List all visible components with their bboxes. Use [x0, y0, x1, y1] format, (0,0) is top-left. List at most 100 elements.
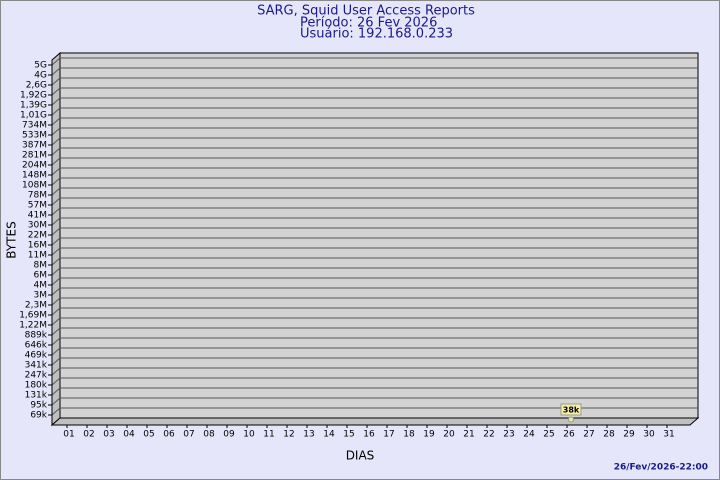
y-tick-label: 148M: [22, 171, 47, 181]
grid-line: [51, 397, 61, 406]
grid-line: [51, 327, 61, 336]
grid-line: [51, 337, 61, 346]
x-tick-label: 01: [63, 430, 74, 440]
y-tick-label: 1,22M: [19, 321, 47, 331]
y-tick-label: 95k: [30, 401, 47, 411]
x-tick-label: 21: [463, 430, 474, 440]
grid-line: [51, 137, 61, 146]
y-tick-label: 889k: [25, 331, 48, 341]
grid-line: [51, 107, 61, 116]
y-tick-label: 646k: [25, 341, 48, 351]
grid-line: [51, 257, 61, 266]
x-tick-label: 24: [523, 430, 535, 440]
y-tick-label: 204M: [22, 161, 47, 171]
y-tick-label: 247k: [25, 371, 48, 381]
grid-line: [51, 357, 61, 366]
x-tick-label: 27: [583, 430, 594, 440]
grid-line: [51, 267, 61, 276]
grid-line: [51, 377, 61, 386]
x-tick-label: 16: [363, 430, 375, 440]
x-tick-label: 09: [223, 430, 235, 440]
grid-line: [51, 157, 61, 166]
x-tick-label: 26: [563, 430, 575, 440]
x-tick-label: 31: [663, 430, 674, 440]
grid-line: [51, 247, 61, 256]
grid-line: [51, 167, 61, 176]
y-tick-label: 131k: [25, 391, 48, 401]
grid-line: [51, 197, 61, 206]
x-tick-label: 25: [543, 430, 554, 440]
x-tick-label: 18: [403, 430, 415, 440]
x-tick-label: 15: [343, 430, 354, 440]
grid-line: [51, 207, 61, 216]
grid-line: [51, 187, 61, 196]
grid-line: [51, 87, 61, 96]
y-tick-label: 533M: [22, 131, 47, 141]
y-tick-label: 180k: [25, 381, 48, 391]
chart-title: SARG, Squid User Access Reports: [257, 4, 475, 19]
grid-line: [51, 387, 61, 396]
grid-line: [51, 277, 61, 286]
y-tick-label: 281M: [22, 151, 47, 161]
y-tick-label: 22M: [28, 231, 47, 241]
grid-line: [51, 237, 61, 246]
y-tick-label: 3M: [34, 291, 48, 301]
grid-line: [51, 117, 61, 126]
grid-line: [51, 67, 61, 76]
y-tick-label: 387M: [22, 141, 47, 151]
y-tick-label: 6M: [34, 271, 48, 281]
x-tick-label: 05: [143, 430, 154, 440]
grid-line: [51, 287, 61, 296]
grid-line: [51, 127, 61, 136]
grid-line: [51, 317, 61, 326]
x-tick-label: 22: [483, 430, 494, 440]
y-tick-label: 30M: [28, 221, 47, 231]
y-tick-label: 78M: [28, 191, 47, 201]
subtitle: Usuário: 192.168.0.233: [300, 27, 453, 42]
grid-line: [51, 347, 61, 356]
floor: [50, 417, 700, 426]
y-tick-label: 734M: [22, 121, 47, 131]
x-tick-label: 28: [603, 430, 615, 440]
y-tick-label: 2,6G: [26, 81, 47, 91]
y-tick-label: 341k: [25, 361, 48, 371]
y-tick-label: 1,01G: [20, 111, 47, 121]
subtitle: Período: 26 Fev 2026: [300, 16, 437, 31]
x-tick-label: 04: [123, 430, 135, 440]
footer: 26/Fev/2026-22:00: [614, 463, 708, 473]
point: [568, 416, 574, 423]
x-tick-label: 30: [643, 430, 655, 440]
value-label: 38k: [563, 406, 580, 415]
x-tick-label: 11: [263, 430, 274, 440]
y-tick-label: 108M: [22, 181, 47, 191]
grid-line: [51, 97, 61, 106]
y-tick-label: 2,3M: [25, 301, 47, 311]
y-axis-title: BYTES: [5, 221, 19, 258]
x-tick-label: 08: [203, 430, 215, 440]
grid-line: [51, 147, 61, 156]
y-tick-label: 4G: [34, 71, 47, 81]
y-tick-label: 11M: [28, 251, 47, 261]
y-tick-label: 5G: [34, 61, 47, 71]
y-tick-label: 1,69M: [19, 311, 47, 321]
value-label-box: [560, 403, 582, 416]
x-tick-label: 13: [303, 430, 314, 440]
grid-line: [51, 77, 61, 86]
x-tick-label: 17: [383, 430, 394, 440]
x-tick-label: 02: [83, 430, 94, 440]
y-tick-label: 69k: [30, 411, 47, 421]
grid-line: [51, 57, 61, 66]
y-tick-label: 57M: [28, 201, 47, 211]
y-tick-label: 1,92G: [20, 91, 47, 101]
y-tick-label: 4M: [34, 281, 48, 291]
x-tick-label: 29: [623, 430, 635, 440]
x-tick-label: 14: [323, 430, 335, 440]
x-tick-label: 19: [423, 430, 435, 440]
x-tick-label: 07: [183, 430, 194, 440]
x-tick-label: 20: [443, 430, 455, 440]
grid-line: [51, 227, 61, 236]
grid-line: [51, 407, 61, 416]
y-tick-label: 1,39G: [20, 101, 47, 111]
x-tick-label: 23: [503, 430, 514, 440]
